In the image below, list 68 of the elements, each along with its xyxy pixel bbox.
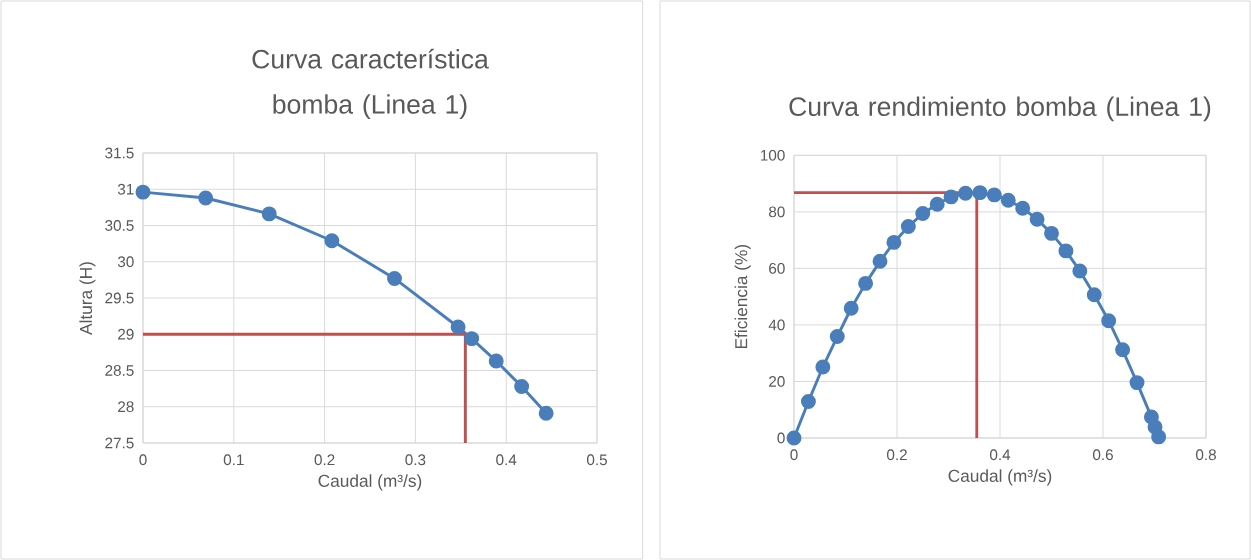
y-tick-label: 31.5 [105, 147, 134, 159]
x-tick-label: 0.2 [314, 454, 335, 466]
x-tick-label: 0.4 [496, 454, 517, 466]
point [958, 185, 973, 201]
point [387, 270, 402, 286]
point [514, 378, 530, 394]
point [800, 394, 816, 410]
point [872, 253, 888, 269]
y-tick-label: 100 [760, 149, 785, 161]
point [929, 196, 945, 212]
point [986, 187, 1002, 203]
x-tick-label: 0.4 [990, 449, 1011, 461]
point [1072, 263, 1088, 279]
point [135, 184, 151, 200]
y-tick-label: 0 [777, 432, 785, 444]
point [1029, 211, 1045, 227]
point [829, 329, 845, 344]
point [488, 353, 504, 369]
x-tick-label: 0.3 [405, 454, 426, 466]
y-tick-label: 29.5 [105, 292, 134, 304]
point [1086, 287, 1102, 303]
x-tick-label: 0 [790, 449, 798, 461]
y-tick-label: 20 [769, 376, 785, 387]
y-tick-label: 31 [117, 183, 134, 195]
x-axis-title: Caudal (m³/s) [948, 469, 1052, 486]
point [1058, 243, 1074, 259]
y-tick-label: 29 [118, 328, 134, 340]
point [324, 233, 340, 249]
x-tick-label: 0.5 [586, 454, 607, 466]
point [464, 331, 480, 347]
x-tick-label: 0.1 [223, 454, 244, 466]
y-axis-title: Altura (H) [79, 262, 96, 335]
y-tick-label: 30.5 [105, 220, 134, 231]
point [198, 190, 214, 206]
point [915, 206, 931, 222]
point [886, 234, 902, 250]
y-tick-label: 60 [769, 262, 785, 274]
point [261, 206, 277, 222]
x-axis-title: Caudal (m³/s) [318, 474, 422, 491]
chart-title: Curva rendimiento bomba (Linea 1) [789, 96, 1211, 122]
point [1129, 375, 1145, 391]
point [900, 219, 916, 235]
point [1151, 429, 1167, 445]
point [943, 189, 959, 205]
y-tick-label: 80 [768, 206, 785, 218]
x-tick-label: 0.6 [1093, 449, 1113, 461]
point [858, 275, 874, 291]
point [1000, 192, 1016, 208]
y-tick-label: 30 [117, 256, 134, 268]
y-tick-label: 28.5 [105, 365, 134, 376]
point [1044, 225, 1059, 241]
x-tick-label: 0.8 [1196, 449, 1216, 461]
y-tick-label: 27.5 [105, 437, 134, 449]
y-tick-label: 40 [768, 319, 785, 331]
point [450, 319, 466, 335]
chart-title: Curva característica bomba (Linea 1) [252, 48, 489, 120]
x-tick-label: 0.2 [887, 449, 907, 461]
y-axis-title: Eficiencia (%) [734, 244, 751, 349]
point [843, 300, 859, 316]
point [1015, 200, 1031, 216]
y-tick-label: 28 [118, 401, 134, 413]
point [1115, 342, 1131, 358]
point [538, 405, 554, 421]
point [1101, 313, 1117, 329]
point [815, 359, 831, 375]
x-tick-label: 0 [139, 454, 147, 466]
point [786, 430, 802, 446]
point [972, 185, 988, 201]
